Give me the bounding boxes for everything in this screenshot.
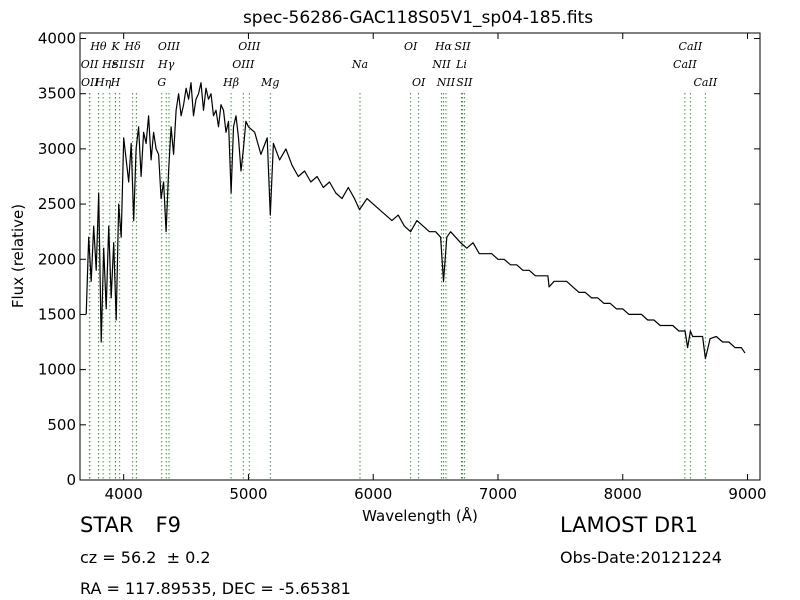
spectral-line-label: Hε: [101, 58, 118, 71]
object-class: STAR F9: [80, 513, 181, 537]
spectral-line-label: Hδ: [124, 40, 142, 53]
x-tick-label: 7000: [479, 485, 517, 503]
spectral-line-label: OII: [81, 76, 99, 89]
spectral-line-markers: OII OII Hθ Hη Hε H K SII Hδ SII G Hγ OIII Hβ OIII OIII M…: [81, 40, 718, 480]
subclass-label: F9: [155, 513, 181, 537]
spectral-line-label: Hθ: [89, 40, 107, 53]
spectral-line-label: NII: [436, 76, 456, 89]
spectrum-line: [85, 82, 746, 360]
spectral-line-label: SII: [128, 58, 145, 71]
spectral-line-label: H: [110, 76, 121, 89]
spectral-line-label: G: [157, 76, 166, 89]
coordinates-label: RA = 117.89535, DEC = -5.65381: [80, 579, 351, 598]
x-axis-label: Wavelength (Å): [362, 506, 478, 525]
plot-frame: [79, 32, 761, 481]
spectral-line-label: OII: [81, 58, 99, 71]
y-tick-label: 1000: [38, 361, 76, 379]
y-tick-label: 4000: [38, 30, 76, 48]
spectral-line-label: Hη: [94, 76, 112, 89]
spectral-line-label: OI: [412, 76, 426, 89]
spectral-line-label: CaII: [694, 76, 718, 89]
y-axis-label: Flux (relative): [9, 204, 27, 308]
spectral-line-label: CaII: [673, 58, 697, 71]
spectral-line-label: OIII: [238, 40, 261, 53]
spectral-line-label: Hγ: [157, 58, 175, 71]
x-tick-label: 6000: [354, 485, 392, 503]
spectral-line-label: SII: [454, 40, 471, 53]
redshift-label: cz = 56.2 ± 0.2: [80, 548, 211, 567]
spectral-line-label: SII: [112, 58, 129, 71]
y-tick-label: 1500: [38, 305, 76, 323]
spectral-line-label: Na: [351, 58, 368, 71]
y-tick-label: 3500: [38, 85, 76, 103]
y-tick-label: 0: [66, 471, 76, 489]
x-tick-label: 5000: [229, 485, 267, 503]
chart-title: spec-56286-GAC118S05V1_sp04-185.fits: [243, 8, 593, 28]
spectral-line-label: SII: [456, 76, 473, 89]
spectral-line-label: CaII: [679, 40, 703, 53]
spectral-line-label: Mg: [260, 76, 279, 89]
spectrum-series: [85, 82, 746, 360]
spectral-line-label: OI: [404, 40, 418, 53]
spectral-line-label: Li: [455, 58, 467, 71]
spectral-line-label: NII: [431, 58, 451, 71]
x-tick-label: 9000: [728, 485, 766, 503]
spectral-line-label: Hβ: [222, 76, 239, 89]
y-tick-label: 3000: [38, 140, 76, 158]
y-tick-label: 2500: [38, 195, 76, 213]
x-axis: 4000 5000 6000 7000 8000 9000: [105, 33, 767, 503]
spectral-line-label: Hα: [434, 40, 453, 53]
x-tick-label: 4000: [105, 485, 143, 503]
y-axis: 0 500 1000 1500 2000 2500 3000 3500 4000: [38, 30, 760, 489]
y-tick-label: 2000: [38, 250, 76, 268]
x-tick-label: 8000: [604, 485, 642, 503]
spectral-line-label: OIII: [158, 40, 181, 53]
spectral-line-label: K: [110, 40, 120, 53]
survey-label: LAMOST DR1: [560, 513, 699, 537]
spectral-line-label: OIII: [232, 58, 255, 71]
star-label: STAR: [80, 513, 134, 537]
y-tick-label: 500: [47, 416, 76, 434]
obs-date-label: Obs-Date:20121224: [560, 548, 722, 567]
